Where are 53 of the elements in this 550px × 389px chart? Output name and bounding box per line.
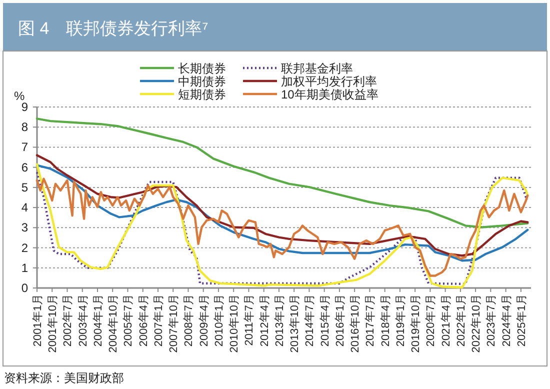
x-tick-label: 2001年1月 [32, 294, 44, 347]
x-tick-label: 2019年10月 [410, 294, 422, 353]
legend-label: 加权平均发行利率 [281, 74, 377, 88]
x-tick-label: 2022年1月 [455, 294, 468, 347]
legend-label: 联邦基金利率 [281, 62, 353, 76]
x-tick-label: 2003年4月 [77, 294, 90, 347]
x-tick-label: 2009年4月 [198, 294, 210, 347]
legend-label: 10年期美债收益率 [281, 88, 378, 102]
x-tick-label: 2016年10月 [350, 294, 362, 353]
x-tick-label: 2001年10月 [47, 294, 60, 353]
y-tick-label: 0 [21, 281, 28, 295]
legend-label: 中期债券 [178, 74, 226, 88]
legend-label: 长期债券 [178, 62, 226, 76]
line-series [36, 118, 529, 228]
x-tick-label: 2007年10月 [168, 294, 180, 353]
x-tick-label: 2019年1月 [394, 294, 407, 347]
x-tick-label: 2022年10月 [470, 294, 483, 353]
y-tick-label: 4 [21, 200, 28, 215]
x-tick-label: 2024年4月 [500, 294, 513, 347]
y-tick-label: 8 [21, 120, 28, 134]
x-tick-label: 2013年10月 [289, 294, 302, 353]
x-tick-label: 2004年10月 [108, 294, 120, 353]
x-tick-label: 2014年7月 [304, 294, 316, 347]
x-tick-label: 2013年1月 [274, 294, 286, 347]
y-tick-label: 5 [21, 180, 28, 194]
x-tick-label: 2020年7月 [425, 294, 438, 347]
x-tick-label: 2004年1月 [92, 294, 104, 347]
y-axis-title: % [14, 89, 25, 103]
chart-title: 图 4 联邦债券发行利率⁷ [18, 19, 208, 38]
x-tick-label: 2017年7月 [364, 294, 377, 347]
x-tick-label: 2012年4月 [258, 294, 271, 347]
x-tick-label: 2007年1月 [152, 294, 165, 347]
x-tick-label: 2006年4月 [138, 294, 150, 347]
x-tick-label: 2023年7月 [486, 294, 498, 347]
x-tick-label: 2010年10月 [228, 294, 241, 353]
y-tick-label: 1 [21, 260, 28, 275]
x-tick-label: 2002年7月 [62, 294, 74, 347]
x-tick-label: 2021年4月 [440, 294, 452, 347]
x-tick-label: 2015年4月 [319, 294, 332, 347]
text: 资料来源：美国财政部 [4, 371, 124, 385]
x-tick-label: 2005年7月 [122, 294, 135, 347]
y-tick-label: 7 [21, 140, 28, 154]
legend-label: 短期债券 [178, 88, 226, 102]
x-tick-label: 2025年1月 [516, 294, 528, 347]
x-tick-label: 2011年7月 [244, 294, 256, 346]
x-tick-label: 2016年1月 [334, 294, 346, 347]
x-tick-label: 2010年1月 [213, 294, 226, 347]
y-tick-label: 2 [21, 240, 28, 255]
x-tick-label: 2018年4月 [380, 294, 392, 347]
x-tick-label: 2008年7月 [183, 294, 196, 347]
y-tick-label: 6 [21, 160, 28, 174]
y-tick-label: 9 [21, 100, 28, 114]
y-tick-label: 3 [21, 220, 28, 235]
